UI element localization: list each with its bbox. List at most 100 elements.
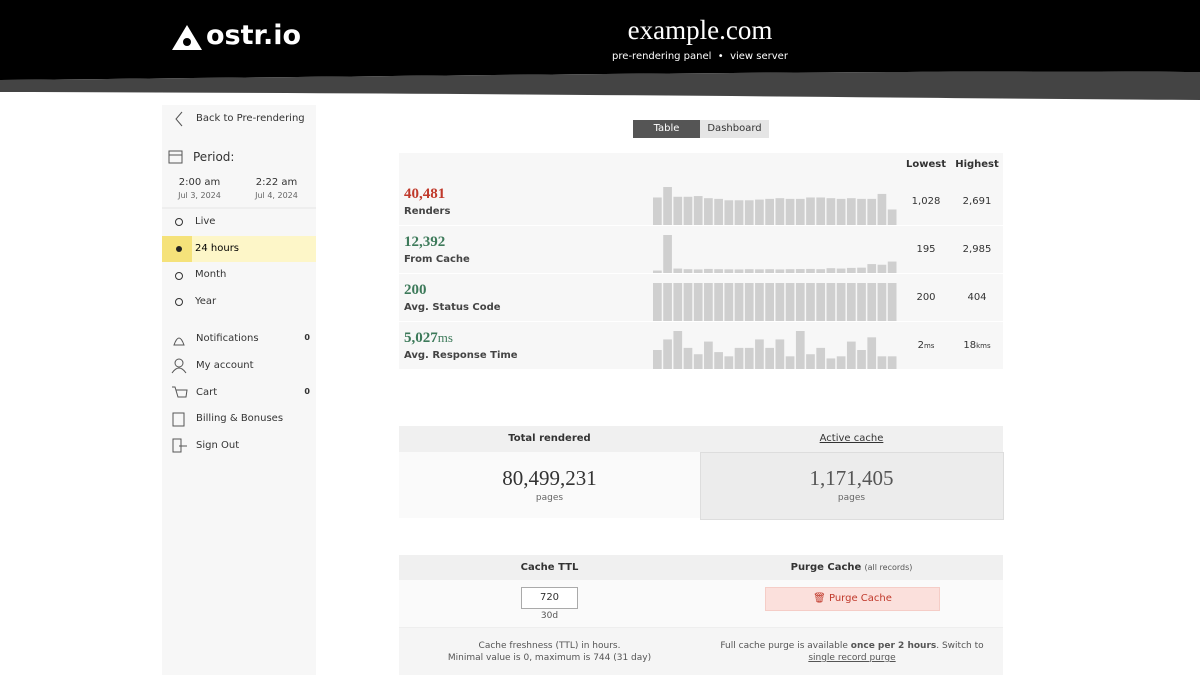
tab[interactable]: Dashboard <box>700 120 769 138</box>
menu-count: 0 <box>304 386 310 396</box>
stat-label: Avg. Status Code <box>404 302 501 313</box>
highest-value: 2,691 <box>962 196 992 207</box>
spark-bar <box>816 197 826 225</box>
spark-bar <box>785 198 795 225</box>
stats-header <box>399 153 1003 178</box>
stat-lowest: 1,028 <box>900 196 952 207</box>
logo[interactable]: ostr.io <box>206 20 302 51</box>
spark-bar <box>673 268 683 273</box>
sparkline <box>653 331 897 369</box>
spark-bar <box>846 267 856 273</box>
spark-bar <box>653 270 662 273</box>
site-title: example.com <box>627 15 773 45</box>
spark-bar <box>653 197 662 225</box>
lowest-value: 195 <box>916 244 936 255</box>
spark-bar <box>775 339 785 369</box>
ttl-title: Cache TTL <box>520 562 579 573</box>
spark-bar <box>693 283 703 321</box>
menu-item[interactable]: My account <box>196 359 254 371</box>
menu-item[interactable]: Sign Out <box>196 440 240 452</box>
card-unit: pages <box>535 493 564 503</box>
header-link[interactable]: view server <box>730 51 788 62</box>
sparkline <box>653 187 897 225</box>
menu-item[interactable]: Notifications <box>196 333 259 344</box>
spark-bar <box>663 187 672 225</box>
spark-bar <box>795 269 805 273</box>
card-value: 1,171,405 <box>809 466 894 490</box>
spark-bar <box>683 269 693 273</box>
tab[interactable]: Table <box>633 120 700 138</box>
spark-bar <box>867 198 877 225</box>
period-option[interactable]: Live <box>195 216 216 227</box>
stats-row <box>399 226 1003 273</box>
spark-bar <box>795 331 805 369</box>
spark-bar <box>887 283 897 321</box>
stat-value: 40,481 <box>404 186 445 203</box>
from-time: 2:00 am <box>178 177 221 188</box>
card-value: 80,499,231 <box>502 466 597 490</box>
spark-bar <box>673 196 683 225</box>
purge-button-label[interactable]: Purge Cache <box>828 593 892 604</box>
lowest-value: 2 <box>917 340 924 351</box>
menu-item[interactable]: Billing & Bonuses <box>196 413 284 425</box>
spark-bar <box>857 267 866 273</box>
spark-bar <box>755 283 764 321</box>
period-option[interactable]: Month <box>195 269 227 281</box>
spark-bar <box>877 356 887 369</box>
period-option[interactable]: 24 hours <box>195 242 240 254</box>
spark-bar <box>653 283 662 321</box>
highest-value: 404 <box>967 292 987 303</box>
header-link[interactable]: pre-rendering panel <box>612 51 712 62</box>
spark-bar <box>785 356 795 369</box>
period-label: Period: <box>193 150 235 164</box>
menu-item[interactable]: Cart <box>196 386 218 398</box>
spark-bar <box>765 347 774 369</box>
column-header: Highest <box>955 159 999 170</box>
card <box>399 452 700 518</box>
spark-bar <box>816 347 826 369</box>
highest-value: 18 <box>963 340 977 351</box>
spark-bar <box>734 283 744 321</box>
spark-bar <box>826 268 836 273</box>
lowest-value: 1,028 <box>911 196 941 207</box>
card-title[interactable]: Active cache <box>819 433 884 444</box>
cache-header <box>399 555 1003 580</box>
stat-lowest: 2ms <box>900 340 952 351</box>
spark-bar <box>816 269 826 273</box>
spark-bar <box>744 269 754 273</box>
spark-bar <box>867 337 877 369</box>
card-unit: pages <box>837 493 866 503</box>
back-link[interactable]: Back to Pre-rendering <box>196 113 305 124</box>
purge-help-link[interactable]: single record purge <box>808 653 896 663</box>
spark-bar <box>683 196 693 225</box>
spark-bar <box>887 261 897 273</box>
spark-bar <box>806 283 815 321</box>
spark-bar <box>857 350 866 369</box>
spark-bar <box>846 341 856 369</box>
spark-bar <box>887 209 897 225</box>
spark-bar <box>877 264 887 273</box>
spark-bar <box>765 283 774 321</box>
spark-bar <box>714 269 723 273</box>
column-header: Lowest <box>906 159 946 170</box>
cards-header <box>399 426 1003 452</box>
purge-button[interactable]: 🗑 Purge Cache <box>765 587 940 611</box>
spark-bar <box>836 283 846 321</box>
spark-bar <box>857 198 866 225</box>
spark-bar <box>734 347 744 369</box>
spark-bar <box>795 198 805 225</box>
ttl-input[interactable]: 720 <box>521 587 578 609</box>
cache-help <box>399 628 1003 675</box>
spark-bar <box>806 268 815 273</box>
spark-bar <box>693 269 703 273</box>
period-option[interactable]: Year <box>195 296 217 308</box>
spark-bar <box>826 358 836 369</box>
ttl-hint: 30d <box>540 611 559 621</box>
spark-bar <box>795 283 805 321</box>
stat-highest: 2,985 <box>952 244 1002 255</box>
spark-bar <box>704 283 713 321</box>
stat-value-number: 40,481 <box>404 186 446 202</box>
stat-value-unit: ms <box>437 330 453 345</box>
spark-bar <box>683 283 693 321</box>
